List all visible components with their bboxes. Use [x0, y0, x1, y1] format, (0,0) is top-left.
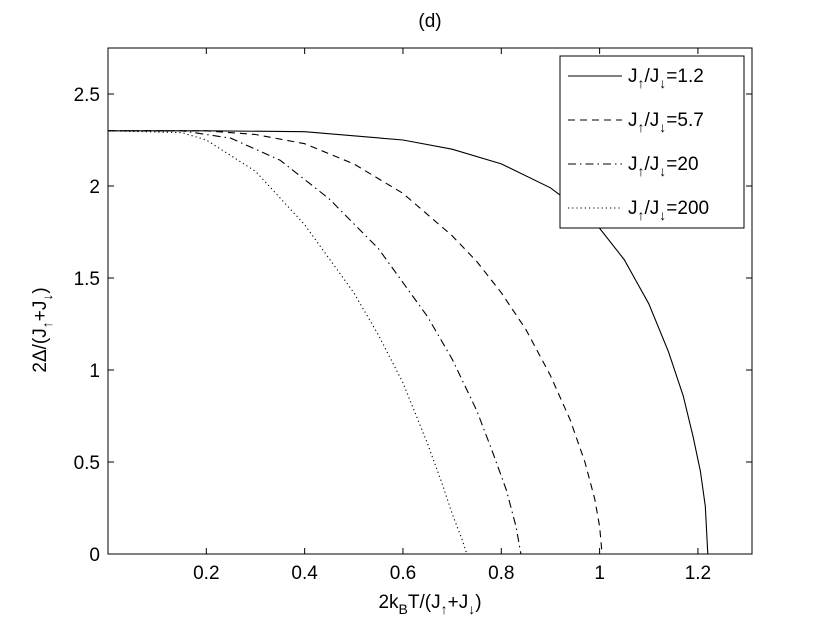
y-tick-label: 2.5: [74, 85, 100, 106]
y-tick-label: 1: [89, 361, 100, 382]
x-tick-label: 0.2: [193, 563, 219, 584]
y-tick-label: 1.5: [74, 269, 100, 290]
legend-box: [559, 55, 745, 229]
x-tick-label: 0.6: [390, 563, 416, 584]
legend-label-2: J↑/J↓=5.7: [628, 110, 704, 135]
legend-items: J↑/J↓=1.2 J↑/J↓=5.7 J↑/J↓=20 J↑/J↓=200: [568, 66, 709, 223]
x-axis-label: 2kBT/(J↑+J↓): [378, 592, 481, 617]
axis-ticks: 0.2 0.4 0.6 0.8 1 1.2 0 0.5 1 1.5 2 2.5: [74, 48, 752, 584]
series-line-3: [108, 130, 522, 555]
y-axis-label: 2Δ/(J↑+J↓): [30, 287, 55, 372]
x-tick-label: 0.8: [488, 563, 514, 584]
legend-label-1: J↑/J↓=1.2: [628, 66, 704, 91]
y-tick-label: 0: [89, 545, 100, 566]
x-tick-label: 0.4: [291, 563, 318, 584]
series-line-2: [108, 130, 603, 555]
y-tick-label: 2: [89, 177, 100, 198]
legend: J↑/J↓=1.2 J↑/J↓=5.7 J↑/J↓=20 J↑/J↓=200: [559, 55, 745, 229]
legend-label-3: J↑/J↓=20: [628, 154, 699, 179]
y-tick-label: 0.5: [74, 453, 100, 474]
x-tick-label: 1: [594, 563, 605, 584]
x-tick-label: 1.2: [685, 563, 711, 584]
legend-label-4: J↑/J↓=200: [628, 198, 709, 223]
chart-title: (d): [418, 11, 441, 32]
